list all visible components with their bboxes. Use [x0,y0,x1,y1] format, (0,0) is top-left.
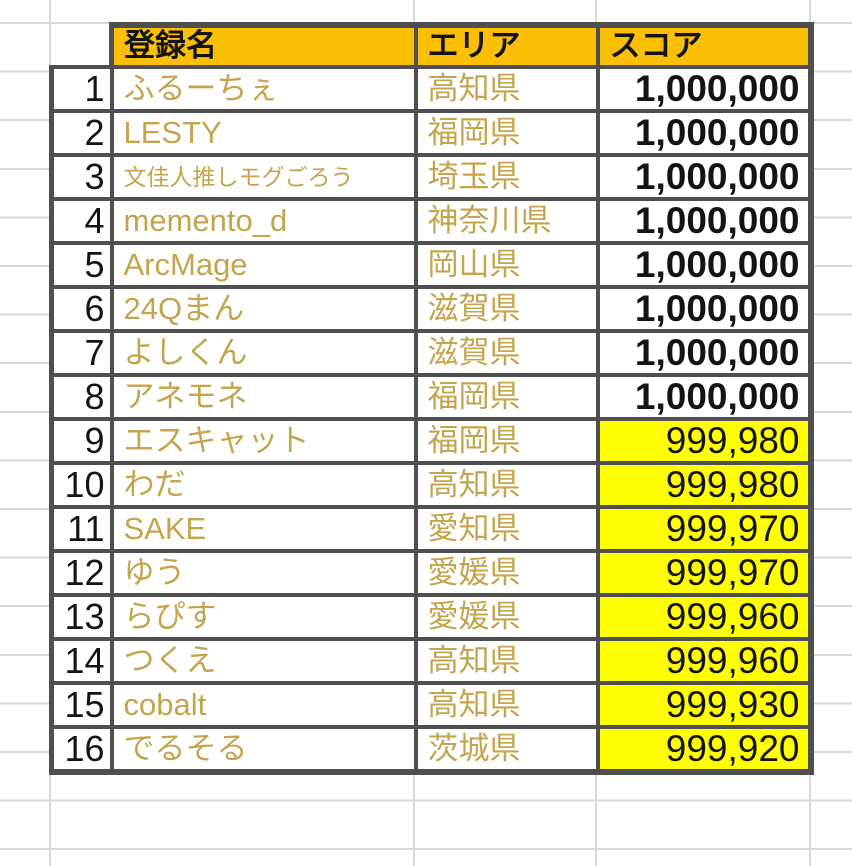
table-row: 8 アネモネ 福岡県 1,000,000 [49,373,814,421]
area-cell[interactable]: 高知県 [413,681,600,729]
player-name-cell[interactable]: ArcMage [109,241,418,289]
corner-empty-cell[interactable] [52,25,112,67]
player-name-cell[interactable]: memento_d [109,197,418,245]
table-row: 1 ふるーちぇ 高知県 1,000,000 [49,65,814,113]
score-cell[interactable]: 1,000,000 [595,241,814,289]
area-cell[interactable]: 神奈川県 [413,197,600,245]
area-cell[interactable]: 茨城県 [413,725,600,775]
header-row: 登録名 エリア スコア [52,22,814,69]
table-row: 15 cobalt 高知県 999,930 [49,681,814,729]
header-registered-name[interactable]: 登録名 [109,22,418,69]
ranking-table: 登録名 エリア スコア 1 ふるーちぇ 高知県 1,000,000 2 LEST… [49,22,814,775]
table-row: 11 SAKE 愛知県 999,970 [49,505,814,553]
area-cell[interactable]: 愛知県 [413,505,600,553]
rank-cell[interactable]: 6 [49,285,114,333]
table-row: 10 わだ 高知県 999,980 [49,461,814,509]
area-cell[interactable]: 埼玉県 [413,153,600,201]
rank-cell[interactable]: 16 [49,725,114,775]
score-cell[interactable]: 1,000,000 [595,285,814,333]
table-row: 5 ArcMage 岡山県 1,000,000 [49,241,814,289]
rank-cell[interactable]: 3 [49,153,114,201]
player-name-cell[interactable]: アネモネ [109,373,418,421]
rank-cell[interactable]: 4 [49,197,114,245]
score-cell[interactable]: 999,980 [595,417,814,465]
score-cell[interactable]: 1,000,000 [595,109,814,157]
header-score[interactable]: スコア [595,22,814,69]
player-name-cell[interactable]: SAKE [109,505,418,553]
rank-cell[interactable]: 2 [49,109,114,157]
score-cell[interactable]: 999,970 [595,505,814,553]
score-cell[interactable]: 999,930 [595,681,814,729]
player-name-cell[interactable]: ゆう [109,549,418,597]
area-cell[interactable]: 愛媛県 [413,549,600,597]
area-cell[interactable]: 福岡県 [413,417,600,465]
table-row: 13 らぴす 愛媛県 999,960 [49,593,814,641]
rank-cell[interactable]: 7 [49,329,114,377]
table-row: 14 つくえ 高知県 999,960 [49,637,814,685]
rank-cell[interactable]: 9 [49,417,114,465]
table-row: 6 24Qまん 滋賀県 1,000,000 [49,285,814,333]
rank-cell[interactable]: 1 [49,65,114,113]
table-body: 1 ふるーちぇ 高知県 1,000,000 2 LESTY 福岡県 1,000,… [49,65,814,775]
player-name-cell[interactable]: でるそる [109,725,418,775]
table-row: 4 memento_d 神奈川県 1,000,000 [49,197,814,245]
score-cell[interactable]: 999,970 [595,549,814,597]
area-cell[interactable]: 高知県 [413,65,600,113]
area-cell[interactable]: 愛媛県 [413,593,600,641]
score-cell[interactable]: 999,960 [595,637,814,685]
rank-cell[interactable]: 5 [49,241,114,289]
player-name-cell[interactable]: らぴす [109,593,418,641]
rank-cell[interactable]: 14 [49,637,114,685]
rank-cell[interactable]: 11 [49,505,114,553]
rank-cell[interactable]: 12 [49,549,114,597]
score-cell[interactable]: 1,000,000 [595,153,814,201]
table-row: 9 エスキャット 福岡県 999,980 [49,417,814,465]
player-name-cell[interactable]: 文佳人推しモグごろう [109,153,418,201]
score-cell[interactable]: 1,000,000 [595,197,814,245]
area-cell[interactable]: 福岡県 [413,373,600,421]
score-cell[interactable]: 1,000,000 [595,65,814,113]
header-area[interactable]: エリア [413,22,600,69]
score-cell[interactable]: 999,920 [595,725,814,775]
table-row: 16 でるそる 茨城県 999,920 [49,725,814,775]
rank-cell[interactable]: 8 [49,373,114,421]
player-name-cell[interactable]: 24Qまん [109,285,418,333]
score-cell[interactable]: 999,980 [595,461,814,509]
table-row: 3 文佳人推しモグごろう 埼玉県 1,000,000 [49,153,814,201]
rank-cell[interactable]: 15 [49,681,114,729]
table-row: 7 よしくん 滋賀県 1,000,000 [49,329,814,377]
player-name-cell[interactable]: つくえ [109,637,418,685]
score-cell[interactable]: 1,000,000 [595,373,814,421]
rank-cell[interactable]: 10 [49,461,114,509]
score-cell[interactable]: 1,000,000 [595,329,814,377]
player-name-cell[interactable]: cobalt [109,681,418,729]
table-row: 12 ゆう 愛媛県 999,970 [49,549,814,597]
area-cell[interactable]: 滋賀県 [413,329,600,377]
player-name-cell[interactable]: よしくん [109,329,418,377]
area-cell[interactable]: 高知県 [413,637,600,685]
score-cell[interactable]: 999,960 [595,593,814,641]
player-name-cell[interactable]: わだ [109,461,418,509]
rank-cell[interactable]: 13 [49,593,114,641]
area-cell[interactable]: 岡山県 [413,241,600,289]
player-name-cell[interactable]: エスキャット [109,417,418,465]
player-name-cell[interactable]: LESTY [109,109,418,157]
area-cell[interactable]: 福岡県 [413,109,600,157]
area-cell[interactable]: 滋賀県 [413,285,600,333]
sheet-column-gridline [49,0,51,866]
area-cell[interactable]: 高知県 [413,461,600,509]
player-name-cell[interactable]: ふるーちぇ [109,65,418,113]
table-row: 2 LESTY 福岡県 1,000,000 [49,109,814,157]
